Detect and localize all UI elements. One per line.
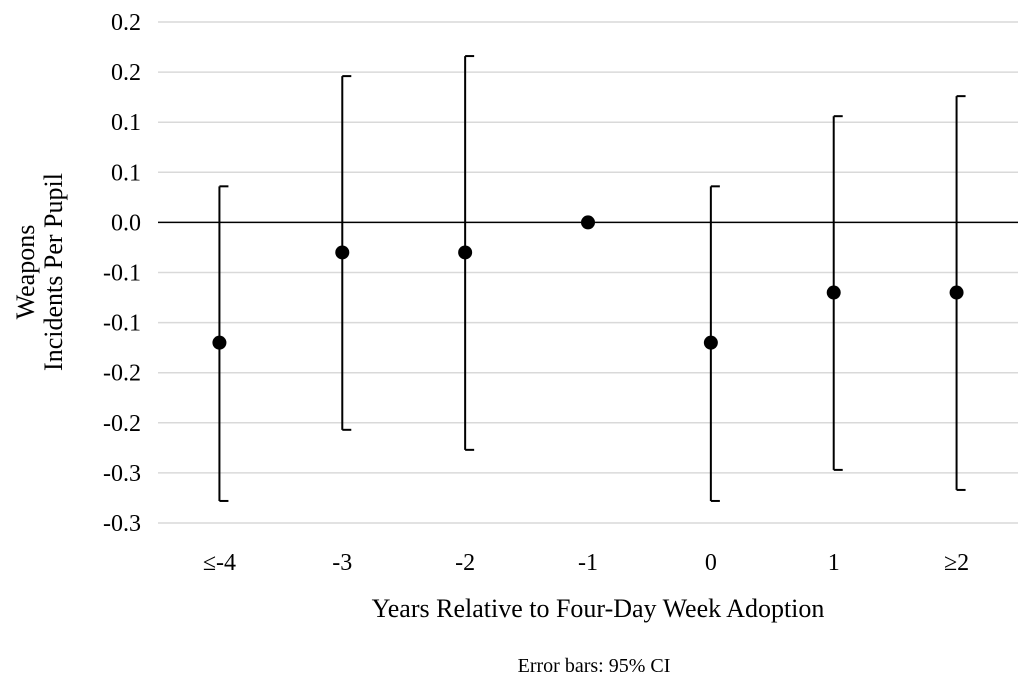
y-axis-title-line-2: Incidents Per Pupil [39, 173, 68, 371]
footnote: Error bars: 95% CI [518, 655, 671, 677]
y-tick-label: -0.3 [103, 511, 141, 537]
x-tick-label: -1 [578, 550, 598, 576]
y-tick-label: 0.1 [111, 160, 141, 186]
x-tick-label: 1 [828, 550, 840, 576]
x-tick-label: ≥2 [944, 550, 969, 576]
y-tick-label: -0.1 [103, 311, 141, 337]
y-tick-label: -0.3 [103, 461, 141, 487]
x-tick-label: 0 [705, 550, 717, 576]
data-point [949, 285, 964, 300]
y-tick-label: 0.0 [111, 210, 141, 236]
data-point [703, 335, 718, 350]
data-points [212, 215, 964, 350]
data-point [581, 215, 595, 230]
data-point [826, 285, 841, 300]
data-point [458, 245, 473, 260]
x-tick-labels: ≤-4 -3 -2 -1 0 1 ≥2 [203, 550, 969, 576]
y-tick-label: -0.1 [103, 261, 141, 287]
x-tick-label: -2 [455, 550, 475, 576]
x-tick-label: ≤-4 [203, 550, 236, 576]
data-point [212, 335, 227, 350]
y-tick-labels: 0.2 0.2 0.1 0.1 0.0 -0.1 -0.1 -0.2 -0.2 -0.3 -0.3 [103, 10, 141, 537]
x-tick-label: -3 [332, 550, 352, 576]
y-tick-label: 0.2 [111, 60, 141, 86]
x-axis-title: Years Relative to Four-Day Week Adoption [372, 594, 825, 623]
y-axis-title-line-1: Weapons [11, 225, 40, 320]
y-tick-label: -0.2 [103, 361, 141, 387]
y-tick-label: 0.1 [111, 110, 141, 136]
gridlines [158, 21, 1018, 524]
data-point [335, 245, 350, 260]
y-tick-label: -0.2 [103, 411, 141, 437]
y-tick-label: 0.2 [111, 10, 141, 36]
